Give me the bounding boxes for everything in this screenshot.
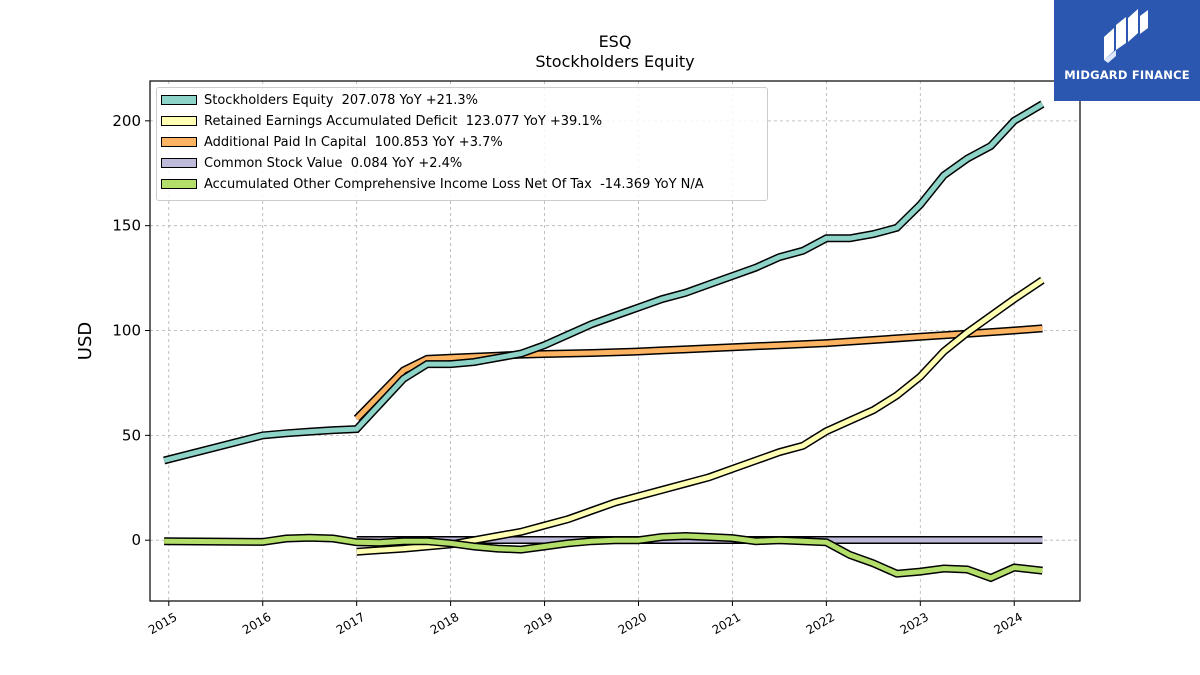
legend-item-common-stock-value: Common Stock Value 0.084 YoY +2.4% <box>161 153 462 173</box>
y-tick-label: 150 <box>112 217 141 235</box>
x-tick-label: 2020 <box>616 610 649 637</box>
x-tick-label: 2017 <box>334 610 367 637</box>
series-line-additional-paid-in-capital <box>354 325 1043 421</box>
logo-text: MIDGARD FINANCE <box>1064 68 1190 82</box>
legend-label: Stockholders Equity 207.078 YoY +21.3% <box>204 92 478 108</box>
chart-title: ESQ <box>598 32 632 51</box>
legend-label: Additional Paid In Capital 100.853 YoY +… <box>204 134 503 150</box>
legend-item-aoci: Accumulated Other Comprehensive Income L… <box>161 174 704 194</box>
y-axis-label: USD <box>75 322 96 360</box>
chart-subtitle: Stockholders Equity <box>535 52 695 71</box>
series-layer <box>163 100 1045 583</box>
series-line-stockholders-equity <box>163 101 1044 463</box>
y-tick-label: 100 <box>112 322 141 340</box>
legend-item-stockholders-equity: Stockholders Equity 207.078 YoY +21.3% <box>161 90 478 110</box>
legend-swatch <box>161 95 197 105</box>
x-tick-label: 2018 <box>428 610 461 637</box>
y-tick-label: 50 <box>122 426 141 444</box>
legend-swatch <box>161 116 197 126</box>
legend-swatch <box>161 137 197 147</box>
x-tick-label: 2019 <box>522 610 555 637</box>
series-line-accumulated-other-comprehensive-income-loss-net-of-tax <box>164 533 1043 581</box>
x-tick-label: 2016 <box>240 610 273 637</box>
y-tick-label: 0 <box>131 531 141 549</box>
legend-item-retained-earnings: Retained Earnings Accumulated Deficit 12… <box>161 111 602 131</box>
midgard-finance-logo: MIDGARD FINANCE <box>1054 0 1200 101</box>
x-tick-label: 2021 <box>710 610 743 637</box>
legend-label: Accumulated Other Comprehensive Income L… <box>204 176 704 192</box>
series-outline-additional-paid-in-capital <box>353 324 1043 422</box>
legend-label: Retained Earnings Accumulated Deficit 12… <box>204 113 603 129</box>
series-outline-retained-earnings-accumulated-deficit <box>356 276 1045 556</box>
legend-swatch <box>161 158 197 168</box>
legend-item-additional-paid-in-capital: Additional Paid In Capital 100.853 YoY +… <box>161 132 503 152</box>
x-tick-label: 2015 <box>146 610 179 637</box>
plot-frame <box>149 80 1081 602</box>
x-tick-label: 2022 <box>804 610 837 637</box>
y-tick-label: 200 <box>112 112 141 130</box>
chart-legend: Stockholders Equity 207.078 YoY +21.3% R… <box>156 87 768 201</box>
x-tick-label: 2024 <box>992 610 1025 637</box>
logo-mark-icon <box>1104 9 1148 63</box>
x-tick-label: 2023 <box>898 610 931 637</box>
legend-label: Common Stock Value 0.084 YoY +2.4% <box>204 155 463 171</box>
series-line-retained-earnings-accumulated-deficit <box>356 278 1044 555</box>
legend-swatch <box>161 179 197 189</box>
